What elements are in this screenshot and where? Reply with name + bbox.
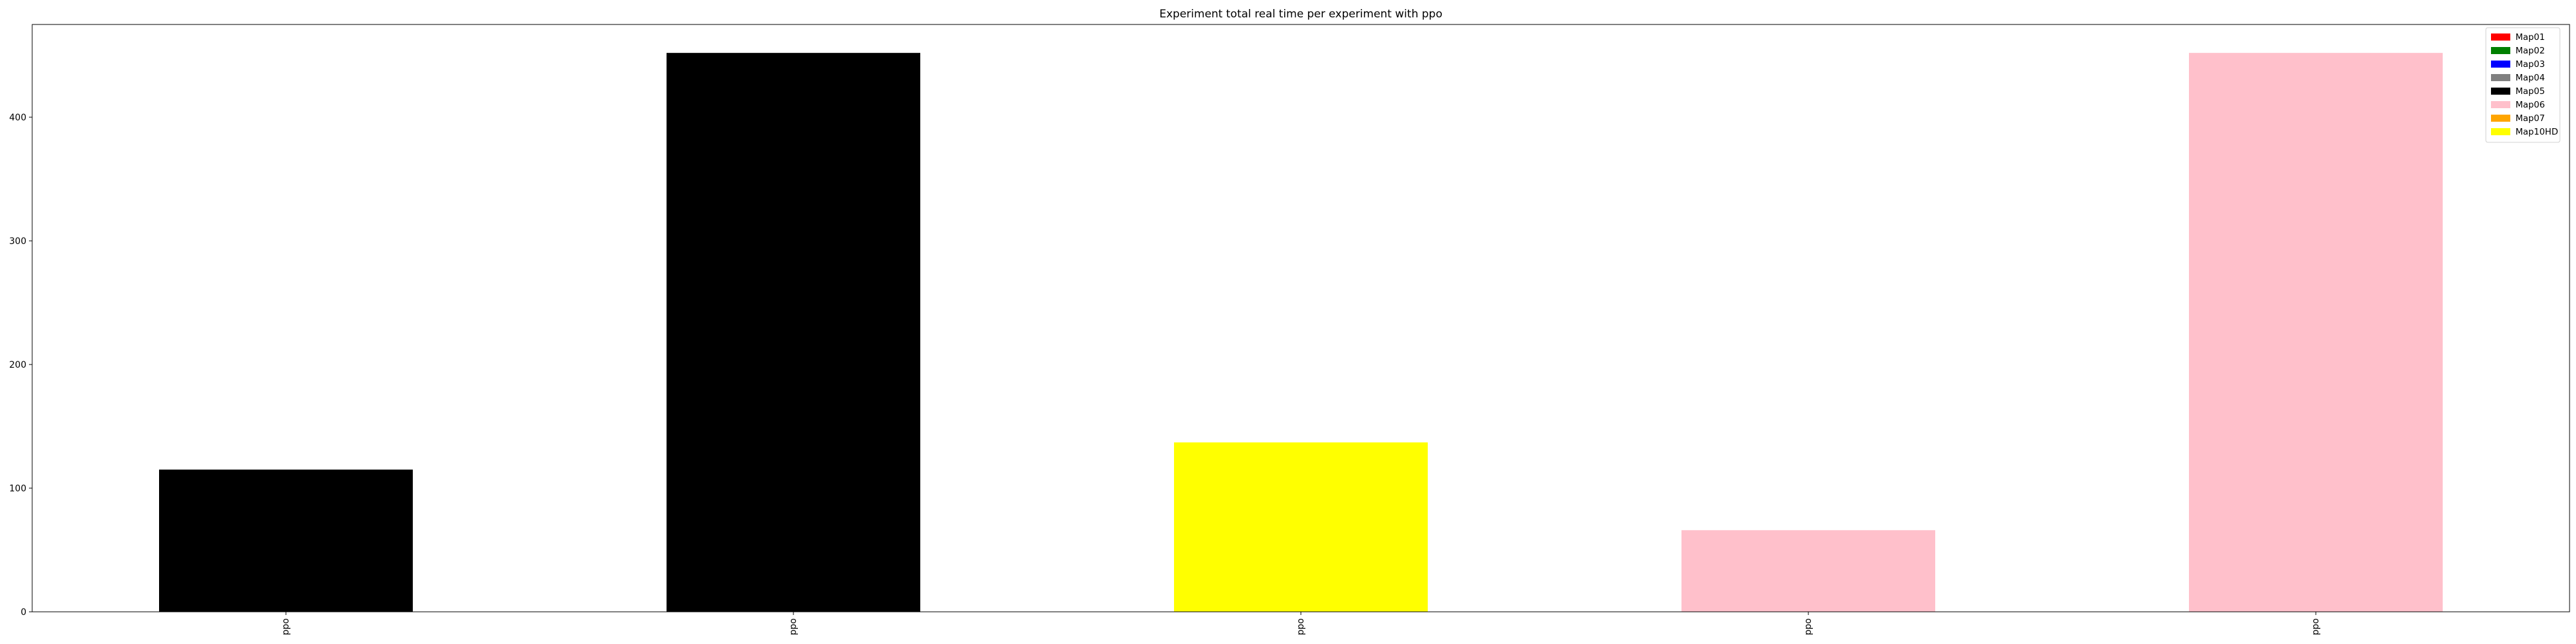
x-tick-label: ppo xyxy=(1296,618,1306,635)
bar xyxy=(2189,53,2443,612)
legend-label: Map10HD xyxy=(2515,127,2558,137)
bar xyxy=(1681,530,1935,612)
legend-label: Map04 xyxy=(2515,73,2545,83)
y-tick-label: 200 xyxy=(9,360,26,370)
legend-swatch xyxy=(2491,61,2510,68)
legend-swatch xyxy=(2491,115,2510,122)
y-tick-label: 400 xyxy=(9,113,26,123)
legend-swatch xyxy=(2491,47,2510,54)
chart-title: Experiment total real time per experimen… xyxy=(1159,8,1442,21)
legend-label: Map06 xyxy=(2515,100,2545,110)
legend-label: Map02 xyxy=(2515,46,2545,56)
x-tick-label: ppo xyxy=(788,618,799,635)
legend-swatch xyxy=(2491,33,2510,41)
legend-swatch xyxy=(2491,101,2510,108)
bar xyxy=(667,53,920,612)
bar xyxy=(159,469,413,612)
legend-swatch xyxy=(2491,74,2510,81)
legend-swatch xyxy=(2491,128,2510,135)
legend-label: Map07 xyxy=(2515,113,2545,124)
legend: Map01 Map02 Map03 Map04 Map05 Map06 Map07 Map10… xyxy=(2485,27,2561,143)
legend-label: Map01 xyxy=(2515,32,2545,43)
x-tick-label: ppo xyxy=(2311,618,2321,635)
x-tick-label: ppo xyxy=(1803,618,1814,635)
axes-frame xyxy=(32,24,2570,612)
y-tick-label: 0 xyxy=(21,607,26,618)
bar xyxy=(1174,442,1428,612)
legend-label: Map05 xyxy=(2515,86,2545,97)
y-tick-label: 300 xyxy=(9,236,26,247)
y-tick-label: 100 xyxy=(9,484,26,494)
legend-label: Map03 xyxy=(2515,59,2545,70)
legend-swatch xyxy=(2491,88,2510,95)
plot-area: ppo ppo ppo ppo ppo 0 100 200 300 400 xyxy=(9,24,2570,635)
x-tick-label: ppo xyxy=(281,618,291,635)
legend-box xyxy=(2485,27,2561,143)
